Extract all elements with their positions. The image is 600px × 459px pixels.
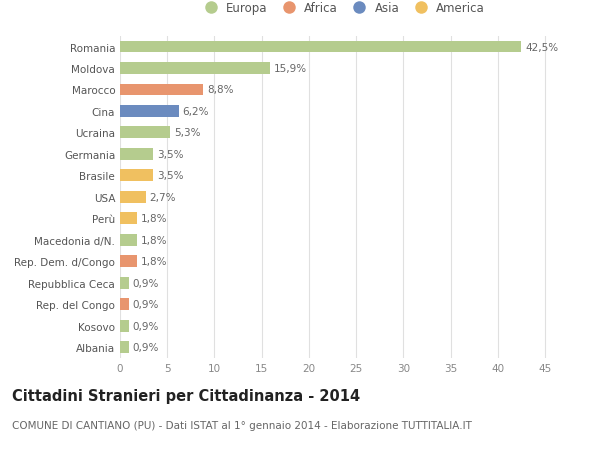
Text: 3,5%: 3,5% xyxy=(157,171,184,181)
Bar xyxy=(120,320,128,332)
Text: 42,5%: 42,5% xyxy=(525,42,559,52)
Text: 8,8%: 8,8% xyxy=(207,85,233,95)
Bar xyxy=(120,298,128,310)
Bar xyxy=(120,170,153,182)
Bar xyxy=(120,41,521,53)
Text: 5,3%: 5,3% xyxy=(174,128,200,138)
Text: 0,9%: 0,9% xyxy=(132,299,158,309)
Bar xyxy=(120,341,128,353)
Bar xyxy=(120,106,179,118)
Text: 2,7%: 2,7% xyxy=(149,192,176,202)
Text: 1,8%: 1,8% xyxy=(141,214,167,224)
Text: 3,5%: 3,5% xyxy=(157,150,184,160)
Text: 0,9%: 0,9% xyxy=(132,321,158,331)
Bar xyxy=(120,256,137,268)
Text: COMUNE DI CANTIANO (PU) - Dati ISTAT al 1° gennaio 2014 - Elaborazione TUTTITALI: COMUNE DI CANTIANO (PU) - Dati ISTAT al … xyxy=(12,420,472,430)
Bar xyxy=(120,84,203,96)
Text: 0,9%: 0,9% xyxy=(132,278,158,288)
Legend: Europa, Africa, Asia, America: Europa, Africa, Asia, America xyxy=(194,0,490,20)
Bar xyxy=(120,63,270,75)
Text: 1,8%: 1,8% xyxy=(141,257,167,267)
Text: Cittadini Stranieri per Cittadinanza - 2014: Cittadini Stranieri per Cittadinanza - 2… xyxy=(12,388,360,403)
Bar xyxy=(120,234,137,246)
Text: 15,9%: 15,9% xyxy=(274,64,307,74)
Text: 6,2%: 6,2% xyxy=(182,106,209,117)
Bar xyxy=(120,191,146,203)
Bar xyxy=(120,277,128,289)
Bar xyxy=(120,149,153,160)
Text: 0,9%: 0,9% xyxy=(132,342,158,353)
Bar xyxy=(120,213,137,224)
Bar xyxy=(120,127,170,139)
Text: 1,8%: 1,8% xyxy=(141,235,167,245)
